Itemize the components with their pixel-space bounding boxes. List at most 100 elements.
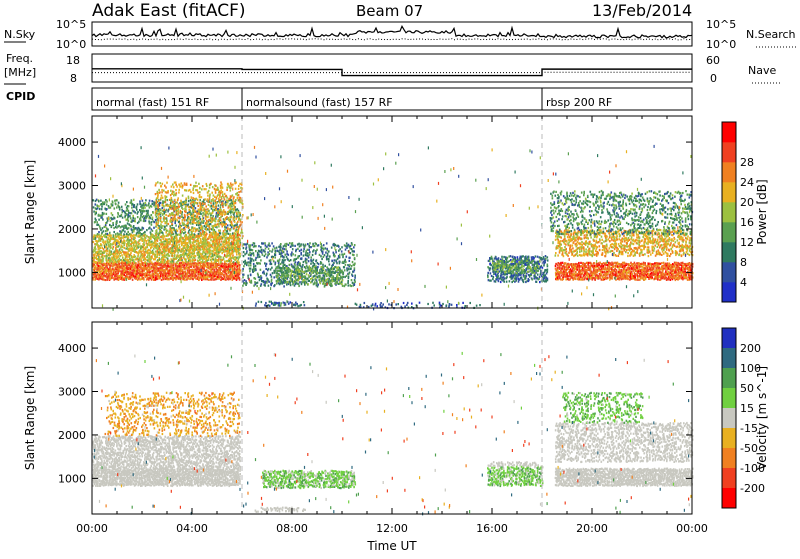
- range-time-cell: [170, 190, 172, 192]
- range-time-cell: [113, 272, 115, 274]
- range-time-cell: [176, 245, 178, 247]
- range-time-cell: [153, 248, 155, 250]
- range-time-cell: [178, 189, 180, 191]
- range-time-cell: [214, 249, 216, 251]
- range-time-cell: [314, 245, 316, 247]
- range-time-cell: [273, 245, 275, 247]
- range-time-cell: [207, 195, 209, 197]
- range-time-cell: [272, 248, 274, 250]
- range-time-cell: [348, 268, 350, 270]
- range-time-cell: [349, 272, 351, 274]
- range-time-cell: [171, 186, 173, 188]
- range-time-cell: [321, 262, 323, 264]
- range-time-cell: [157, 181, 159, 183]
- range-time-cell: [117, 275, 119, 277]
- range-time-cell: [233, 196, 235, 198]
- range-time-cell: [172, 274, 174, 276]
- range-time-cell: [159, 182, 161, 184]
- range-time-cell: [114, 217, 116, 219]
- range-time-cell: [200, 234, 202, 236]
- range-time-cell: [300, 265, 302, 267]
- range-time-cell: [255, 250, 257, 252]
- range-time-cell: [181, 257, 183, 259]
- range-time-cell: [173, 191, 175, 193]
- range-time-cell: [213, 209, 215, 211]
- range-time-cell: [223, 230, 225, 232]
- range-time-cell: [201, 279, 203, 281]
- range-time-cell: [177, 252, 179, 254]
- range-time-cell: [178, 270, 180, 272]
- range-time-cell: [228, 233, 230, 235]
- range-time-cell: [172, 249, 174, 251]
- range-time-cell: [165, 204, 167, 206]
- range-time-cell: [250, 244, 252, 246]
- range-time-cell: [193, 255, 195, 257]
- range-time-cell: [166, 275, 168, 277]
- range-time-cell: [282, 282, 284, 284]
- range-time-cell: [312, 277, 314, 279]
- range-time-cell: [188, 236, 190, 238]
- range-time-cell: [102, 227, 104, 229]
- range-time-cell: [239, 197, 241, 199]
- range-time-cell: [241, 202, 243, 204]
- range-time-cell: [236, 226, 238, 228]
- range-time-cell: [136, 229, 138, 231]
- range-time-cell: [223, 196, 225, 198]
- range-time-cell: [220, 192, 222, 194]
- range-time-cell: [126, 214, 128, 216]
- range-time-cell: [232, 194, 234, 196]
- plot-title: Adak East (fitACF): [92, 1, 246, 21]
- range-time-cell: [174, 254, 176, 256]
- range-time-cell: [220, 248, 222, 250]
- range-time-cell: [151, 262, 153, 264]
- range-time-cell: [104, 272, 106, 274]
- range-time-cell: [196, 202, 198, 204]
- range-time-cell: [309, 251, 311, 253]
- range-time-cell: [209, 212, 211, 214]
- range-time-cell: [198, 235, 200, 237]
- range-time-cell: [232, 232, 234, 234]
- range-time-cell: [207, 216, 209, 218]
- range-time-cell: [155, 254, 157, 256]
- range-time-cell: [339, 248, 341, 250]
- range-time-cell: [200, 204, 202, 206]
- range-time-cell: [103, 248, 105, 250]
- range-time-cell: [329, 263, 331, 265]
- range-time-cell: [166, 224, 168, 226]
- range-time-cell: [298, 261, 300, 263]
- range-time-cell: [178, 208, 180, 210]
- range-time-cell: [159, 209, 161, 211]
- range-time-cell: [185, 211, 187, 213]
- range-time-cell: [171, 223, 173, 225]
- range-time-cell: [199, 247, 201, 249]
- range-time-cell: [160, 217, 162, 219]
- range-time-cell: [218, 258, 220, 260]
- range-time-cell: [158, 219, 160, 221]
- range-time-cell: [316, 269, 318, 271]
- range-time-cell: [286, 256, 288, 258]
- range-time-cell: [197, 189, 199, 191]
- range-time-cell: [177, 255, 179, 257]
- range-time-cell: [189, 189, 191, 191]
- range-time-cell: [181, 243, 183, 245]
- range-time-cell: [264, 251, 266, 253]
- range-time-cell: [149, 227, 151, 229]
- range-time-cell: [118, 202, 120, 204]
- range-time-cell: [132, 217, 134, 219]
- range-time-cell: [107, 250, 109, 252]
- range-time-cell: [273, 270, 275, 272]
- range-time-cell: [208, 219, 210, 221]
- range-time-cell: [189, 213, 191, 215]
- range-time-cell: [189, 267, 191, 269]
- range-time-cell: [131, 245, 133, 247]
- range-time-cell: [118, 206, 120, 208]
- range-time-cell: [213, 218, 215, 220]
- range-time-cell: [273, 260, 275, 262]
- range-time-cell: [220, 269, 222, 271]
- range-time-cell: [255, 257, 257, 259]
- range-time-cell: [161, 195, 163, 197]
- range-time-cell: [253, 263, 255, 265]
- range-time-cell: [133, 259, 135, 261]
- range-time-cell: [338, 246, 340, 248]
- range-time-cell: [99, 208, 101, 210]
